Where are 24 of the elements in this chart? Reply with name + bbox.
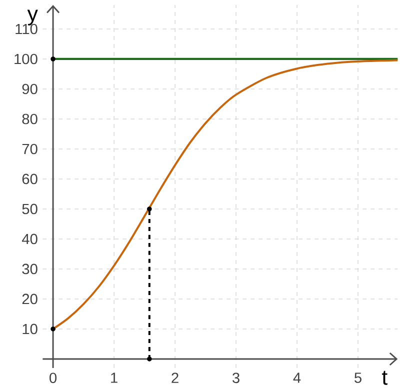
x-tick-label: 0 [50, 372, 57, 384]
y-tick-label: 110 [16, 24, 38, 34]
y-tick-label: 80 [22, 114, 38, 124]
y-tick-label: 50 [22, 204, 38, 214]
y-axis-title: y [27, 10, 38, 26]
x-tick-label: 5 [354, 372, 362, 383]
x-axis-title: t [382, 370, 388, 385]
y-tick-label: 30 [22, 264, 38, 274]
y-tick-label: 10 [22, 324, 38, 334]
point [147, 356, 152, 362]
point [147, 206, 152, 212]
y-tick-label: 90 [22, 84, 38, 94]
y-tick-label: 70 [22, 144, 38, 154]
point [50, 56, 56, 62]
x-tick-label: 1 [111, 372, 118, 383]
y-tick-label: 100 [14, 54, 38, 64]
y-tick-label: 60 [22, 174, 38, 184]
x-tick-label: 2 [172, 372, 178, 383]
y-tick-label: 40 [22, 234, 38, 244]
line-series [52, 59, 399, 330]
x-tick-label: 4 [293, 372, 301, 383]
x-tick-label: 3 [232, 372, 240, 384]
y-tick-label: 20 [22, 294, 38, 304]
point [50, 326, 56, 332]
